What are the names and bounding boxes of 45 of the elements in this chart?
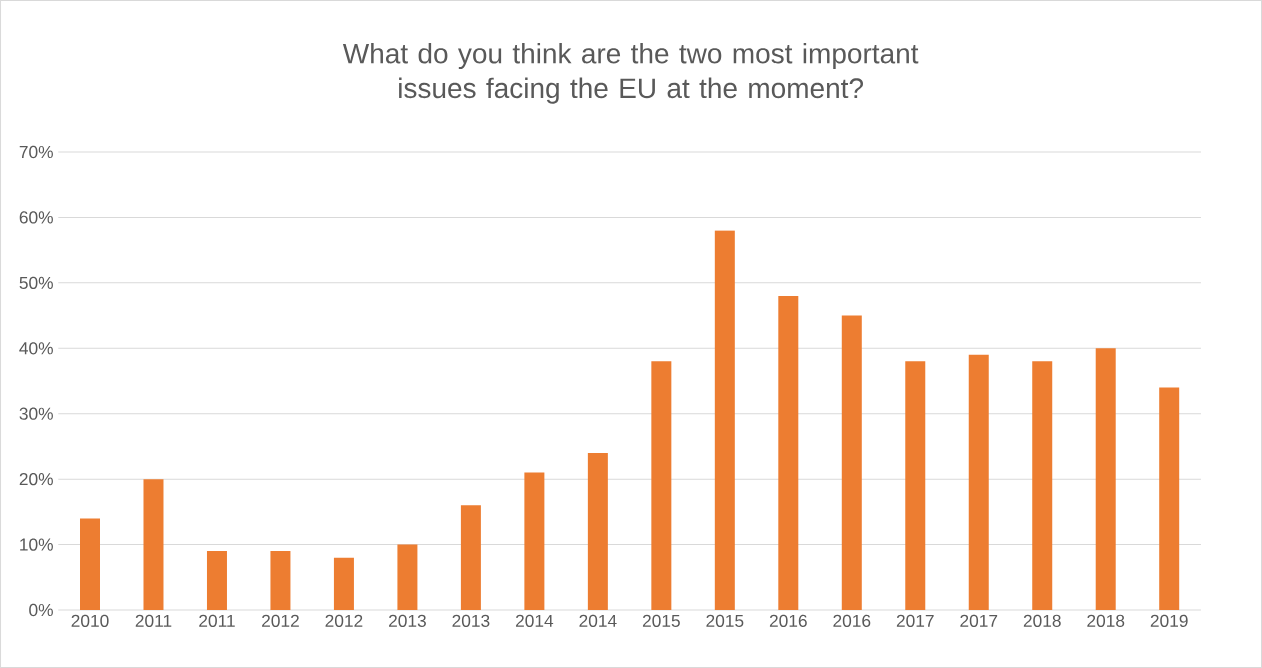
y-tick-label: 60% [19, 211, 53, 224]
x-tick-label: 2012 [262, 614, 299, 627]
bar [524, 472, 545, 610]
y-tick-label: 10% [20, 538, 53, 551]
x-tick-label: 2015 [706, 614, 744, 627]
bar [143, 479, 164, 610]
x-tick-label: 2019 [1150, 614, 1188, 627]
bar [80, 518, 100, 610]
y-tick-label: 50% [19, 276, 53, 289]
chart-title: What do you think are the two most important issues facing the EU at the moment? [342, 42, 919, 104]
x-tick-label: 2017 [896, 614, 934, 627]
y-tick-label: 0% [29, 603, 53, 617]
bar [651, 361, 672, 610]
x-tick-label: 2014 [515, 614, 554, 627]
bar [397, 544, 418, 610]
x-tick-label: 2014 [579, 614, 617, 627]
x-tick-label: 2018 [1023, 614, 1061, 627]
bar [1095, 348, 1116, 610]
x-tick-label: 2012 [325, 614, 363, 627]
x-tick-label: 2011 [135, 614, 172, 627]
x-tick-label: 2015 [642, 614, 680, 627]
x-tick-label: 2016 [833, 614, 871, 627]
x-tick-label: 2017 [960, 614, 998, 627]
bar [1159, 387, 1180, 610]
bar [270, 551, 291, 610]
y-tick-label: 40% [19, 342, 53, 355]
bar [968, 354, 989, 610]
x-tick-label: 2018 [1087, 614, 1125, 627]
y-tick-label: 20% [19, 473, 53, 486]
bar [1032, 361, 1053, 610]
bar [841, 315, 862, 610]
x-tick-label: 2013 [452, 614, 490, 627]
bar [333, 557, 354, 610]
bar [905, 361, 926, 610]
y-tick-label: 30% [19, 407, 53, 420]
bar [460, 505, 481, 610]
y-tick-label: 70% [19, 145, 53, 159]
bar [587, 452, 608, 610]
x-tick-label: 2010 [71, 614, 109, 627]
x-tick-label: 2016 [769, 614, 807, 627]
bar [714, 230, 735, 610]
bar [206, 551, 227, 610]
x-tick-label: 2013 [389, 614, 426, 627]
bar [778, 295, 799, 610]
x-tick-label: 2011 [199, 614, 235, 627]
